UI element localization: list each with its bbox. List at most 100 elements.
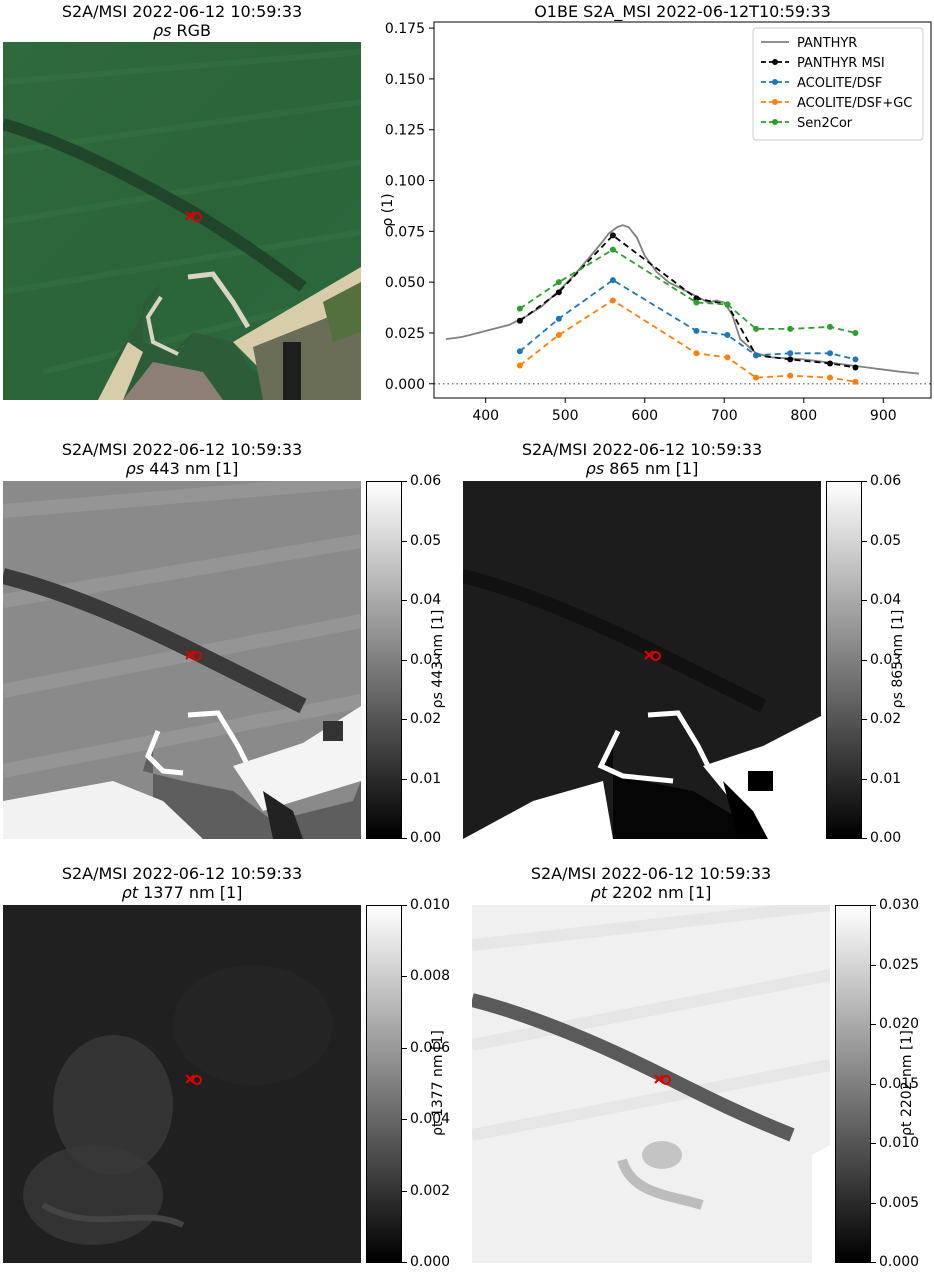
series-point-4 bbox=[852, 329, 859, 336]
series-point-3 bbox=[753, 374, 760, 381]
b2202-colorbar-tick-label: 0.020 bbox=[879, 1016, 920, 1032]
y-tick-label: 0.025 bbox=[385, 326, 425, 342]
x-tick-label: 400 bbox=[472, 408, 499, 424]
b865-panel-title: S2A/MSI 2022-06-12 10:59:33 ρs 865 nm [1… bbox=[463, 440, 821, 478]
b1377-colorbar-tickmark bbox=[402, 905, 407, 906]
b443-title-line2: ρs 443 nm [1] bbox=[3, 459, 361, 478]
b2202-colorbar-label: ρt 2202 nm [1] bbox=[899, 1030, 915, 1136]
b2202-subtitle-text: 2202 nm [1] bbox=[607, 883, 712, 902]
series-point-2 bbox=[693, 327, 700, 334]
b865-colorbar-tickmark bbox=[862, 600, 867, 601]
b1377-colorbar-tick-label: 0.010 bbox=[410, 897, 451, 913]
b865-colorbar-tick-label: 0.05 bbox=[870, 533, 902, 549]
b2202-subtitle-symbol: ρt bbox=[590, 883, 608, 902]
legend-label-1: PANTHYR MSI bbox=[797, 56, 885, 71]
series-point-4 bbox=[555, 279, 562, 286]
b865-colorbar-tick-label: 0.03 bbox=[870, 652, 902, 668]
b2202-colorbar-tick-label: 0.000 bbox=[879, 1254, 920, 1270]
series-point-1 bbox=[827, 360, 834, 367]
spectrum-chart: 0.000 0.025 0.050 0.075 0.100 0.125 0.150 0.175… bbox=[380, 21, 932, 424]
b2202-title-line1: S2A/MSI 2022-06-12 10:59:33 bbox=[530, 864, 772, 883]
b865-colorbar-tickmark bbox=[862, 541, 867, 542]
b2202-colorbar-tick-label: 0.015 bbox=[879, 1076, 920, 1092]
x-tick-label: 900 bbox=[870, 408, 897, 424]
b865-colorbar-tickmark bbox=[862, 719, 867, 720]
b443-colorbar-tickmark bbox=[402, 541, 407, 542]
x-tick-label: 700 bbox=[711, 408, 738, 424]
b1377-title-line1: S2A/MSI 2022-06-12 10:59:33 bbox=[61, 864, 303, 883]
b1377-image bbox=[3, 905, 361, 1263]
b1377-colorbar-tickmark bbox=[402, 976, 407, 977]
b865-colorbar-tick-label: 0.04 bbox=[870, 592, 902, 608]
b2202-marker bbox=[654, 1074, 671, 1085]
b865-subtitle-text: 865 nm [1] bbox=[604, 459, 699, 478]
rgb-image bbox=[3, 42, 361, 400]
legend-label-0: PANTHYR bbox=[797, 36, 857, 51]
b443-colorbar-tick-label: 0.01 bbox=[410, 771, 442, 787]
series-point-1 bbox=[852, 364, 859, 371]
y-tick-label: 0.125 bbox=[385, 123, 425, 139]
b443-colorbar-tick-label: 0.04 bbox=[410, 592, 442, 608]
b1377-colorbar-tick-label: 0.000 bbox=[410, 1254, 451, 1270]
b1377-panel-title: S2A/MSI 2022-06-12 10:59:33 ρt 1377 nm [… bbox=[3, 864, 361, 902]
series-point-4 bbox=[516, 305, 523, 312]
b443-subtitle-text: 443 nm [1] bbox=[144, 459, 239, 478]
y-tick-label: 0.050 bbox=[385, 275, 425, 291]
series-point-1 bbox=[516, 317, 523, 324]
series-point-2 bbox=[827, 350, 834, 357]
series-point-2 bbox=[516, 348, 523, 355]
legend-marker-4 bbox=[772, 119, 778, 125]
series-line-3 bbox=[519, 299, 856, 383]
b2202-colorbar bbox=[835, 905, 871, 1263]
b865-title-line2: ρs 865 nm [1] bbox=[463, 459, 821, 478]
b2202-colorbar-tick-label: 0.010 bbox=[879, 1135, 920, 1151]
series-point-3 bbox=[787, 372, 794, 379]
b865-colorbar bbox=[826, 481, 862, 839]
b2202-panel-title: S2A/MSI 2022-06-12 10:59:33 ρt 2202 nm [… bbox=[472, 864, 830, 902]
b865-image bbox=[463, 481, 821, 839]
series-point-2 bbox=[724, 331, 731, 338]
b443-colorbar-tickmark bbox=[402, 481, 407, 482]
b443-colorbar bbox=[366, 481, 402, 839]
b865-colorbar-tickmark bbox=[862, 779, 867, 780]
series-point-3 bbox=[609, 297, 616, 304]
b2202-colorbar-tickmark bbox=[871, 1262, 876, 1263]
b2202-colorbar-tickmark bbox=[871, 1024, 876, 1025]
series-point-4 bbox=[609, 246, 616, 253]
series-point-3 bbox=[852, 378, 859, 385]
y-tick-label: 0.000 bbox=[385, 377, 425, 393]
plot-frame bbox=[433, 21, 932, 399]
b1377-marker bbox=[185, 1074, 202, 1085]
b443-colorbar-tick-label: 0.05 bbox=[410, 533, 442, 549]
y-tick-label: 0.175 bbox=[385, 21, 425, 37]
rgb-subtitle-symbol: ρs bbox=[152, 21, 172, 40]
series-point-3 bbox=[555, 331, 562, 338]
b1377-colorbar-tick-label: 0.008 bbox=[410, 968, 451, 984]
series-point-3 bbox=[693, 350, 700, 357]
rgb-marker bbox=[185, 211, 202, 222]
b2202-colorbar-tickmark bbox=[871, 905, 876, 906]
b2202-title-line2: ρt 2202 nm [1] bbox=[472, 883, 830, 902]
b865-colorbar-tickmark bbox=[862, 481, 867, 482]
b443-colorbar-tickmark bbox=[402, 779, 407, 780]
b1377-subtitle-symbol: ρt bbox=[121, 883, 139, 902]
series-point-1 bbox=[555, 289, 562, 296]
b443-colorbar-tick-label: 0.02 bbox=[410, 711, 442, 727]
series-point-2 bbox=[609, 277, 616, 284]
b443-panel-title: S2A/MSI 2022-06-12 10:59:33 ρs 443 nm [1… bbox=[3, 440, 361, 478]
rgb-title-line2: ρs RGB bbox=[3, 21, 361, 40]
x-tick-label: 800 bbox=[790, 408, 817, 424]
b443-colorbar-tick-label: 0.03 bbox=[410, 652, 442, 668]
b2202-colorbar-tickmark bbox=[871, 1084, 876, 1085]
b443-image bbox=[3, 481, 361, 839]
b443-subtitle-symbol: ρs bbox=[125, 459, 145, 478]
b1377-colorbar-tickmark bbox=[402, 1191, 407, 1192]
b865-colorbar-tick-label: 0.06 bbox=[870, 473, 902, 489]
legend-marker-3 bbox=[772, 99, 778, 105]
b2202-colorbar-tickmark bbox=[871, 1143, 876, 1144]
series-point-2 bbox=[555, 315, 562, 322]
b865-colorbar-label: ρs 865 nm [1] bbox=[890, 609, 906, 709]
b865-colorbar-tickmark bbox=[862, 660, 867, 661]
b2202-colorbar-tickmark bbox=[871, 1203, 876, 1204]
series-point-1 bbox=[787, 356, 794, 363]
